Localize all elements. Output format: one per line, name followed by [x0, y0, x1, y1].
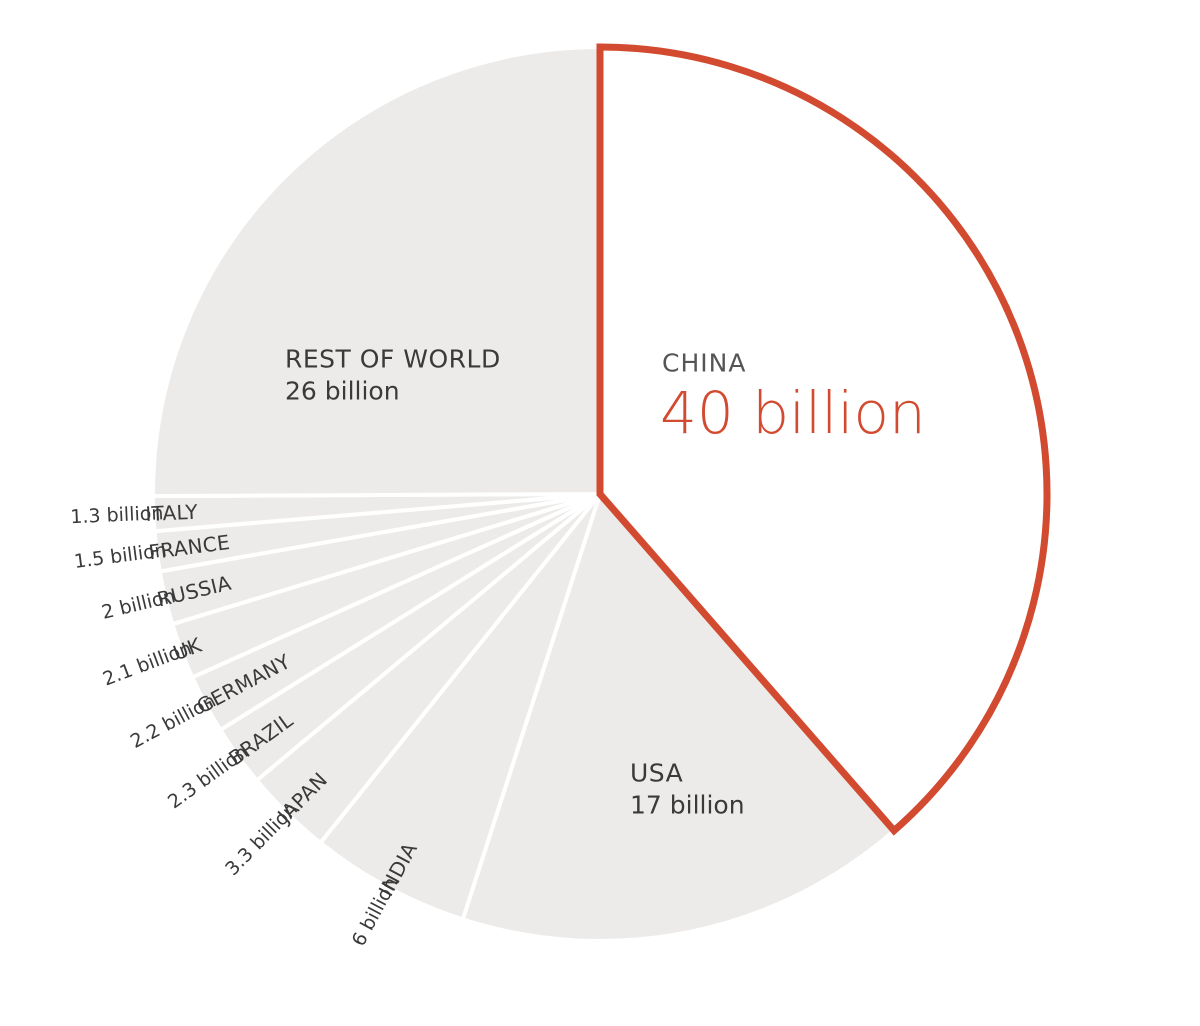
slice-label-rest-of-world: REST OF WORLD [285, 345, 501, 374]
slice-value-italy: 1.3 billion [70, 502, 164, 528]
slice-value-rest-of-world: 26 billion [285, 377, 400, 406]
slice-value-usa: 17 billion [630, 791, 745, 820]
slice-value-china: 40 billion [660, 379, 926, 447]
slice-label-italy: ITALY [145, 500, 199, 526]
slice-label-china: CHINA [662, 349, 746, 378]
pie-slices [150, 43, 1051, 943]
pie-slice-china [596, 43, 1051, 836]
pie-slice-usa [460, 490, 897, 943]
pie-slice-india [317, 492, 602, 922]
pie-slice-rest-of-world [150, 44, 602, 499]
slice-label-usa: USA [630, 759, 683, 788]
